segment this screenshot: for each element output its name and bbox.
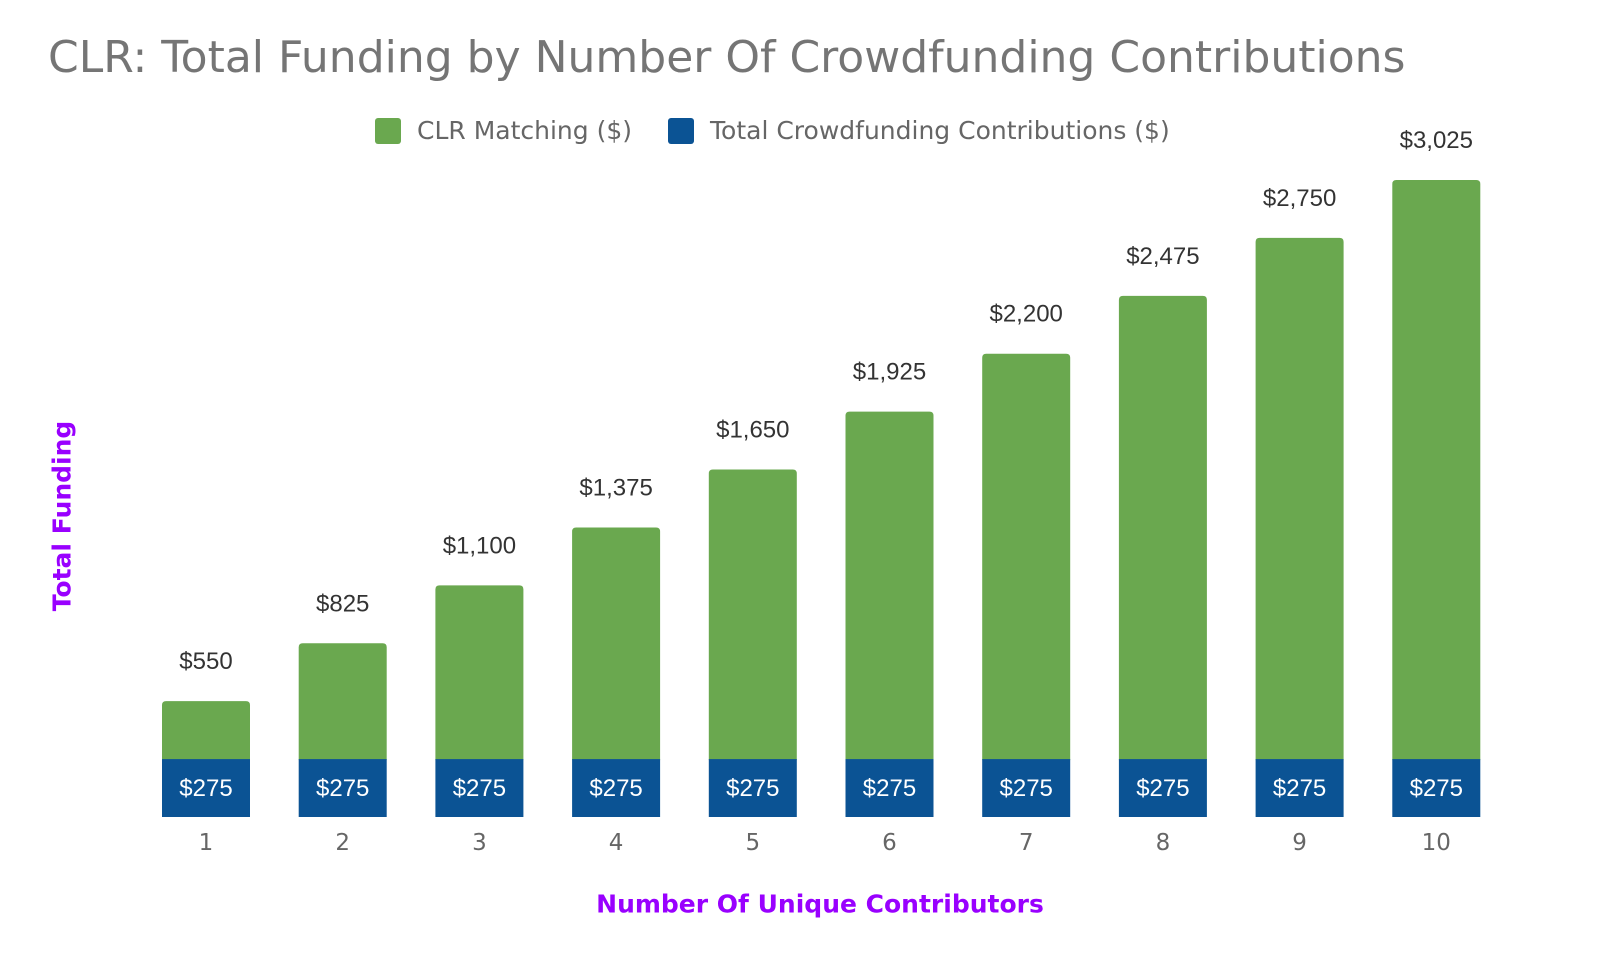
bar-crowdfunding-5 xyxy=(708,759,797,817)
data-label-total-7: $2,200 xyxy=(989,301,1062,328)
data-label-crowdfunding-2: $275 xyxy=(316,775,369,802)
data-label-total-2: $825 xyxy=(316,590,369,617)
bar-crowdfunding-1 xyxy=(162,759,250,817)
legend-label-crowdfunding: Total Crowdfunding Contributions ($) xyxy=(710,116,1170,145)
data-label-total-9: $2,750 xyxy=(1263,185,1336,212)
bar-clr-matching-9 xyxy=(1255,237,1344,761)
legend-swatch-clr-matching xyxy=(375,117,401,144)
data-label-crowdfunding-5: $275 xyxy=(726,775,779,802)
bar-clr-matching-4 xyxy=(572,527,661,761)
x-tick-label-10: 10 xyxy=(1422,830,1451,856)
data-label-crowdfunding-7: $275 xyxy=(1000,775,1053,802)
data-label-total-6: $1,925 xyxy=(853,359,926,386)
bar-crowdfunding-8 xyxy=(1118,759,1207,817)
data-label-crowdfunding-8: $275 xyxy=(1136,775,1189,802)
data-label-total-3: $1,100 xyxy=(443,532,516,559)
data-label-crowdfunding-3: $275 xyxy=(453,775,506,802)
bar-crowdfunding-2 xyxy=(298,759,387,817)
data-label-total-4: $1,375 xyxy=(579,474,652,501)
x-axis-label: Number Of Unique Contributors xyxy=(596,889,1044,919)
bar-crowdfunding-10 xyxy=(1392,759,1481,817)
bar-clr-matching-1 xyxy=(162,701,250,761)
x-tick-label-3: 3 xyxy=(472,830,487,856)
x-tick-label-5: 5 xyxy=(745,830,760,856)
data-label-total-5: $1,650 xyxy=(716,417,789,444)
data-label-total-10: $3,025 xyxy=(1400,127,1473,154)
chart-title: CLR: Total Funding by Number Of Crowdfun… xyxy=(48,32,1406,83)
data-label-crowdfunding-4: $275 xyxy=(589,775,642,802)
data-label-crowdfunding-10: $275 xyxy=(1410,775,1463,802)
bar-clr-matching-7 xyxy=(982,353,1071,761)
data-label-total-8: $2,475 xyxy=(1126,243,1199,270)
legend-item-clr-matching: CLR Matching ($) xyxy=(375,116,632,145)
bar-clr-matching-6 xyxy=(845,411,934,761)
bar-crowdfunding-7 xyxy=(982,759,1071,817)
y-axis-label: Total Funding xyxy=(47,420,77,612)
legend: CLR Matching ($) Total Crowdfunding Cont… xyxy=(375,116,1206,145)
bar-crowdfunding-6 xyxy=(845,759,934,817)
data-label-crowdfunding-6: $275 xyxy=(863,775,916,802)
bar-clr-matching-2 xyxy=(298,643,387,761)
x-tick-label-1: 1 xyxy=(199,830,214,856)
x-tick-label-4: 4 xyxy=(609,830,624,856)
x-tick-label-8: 8 xyxy=(1156,830,1171,856)
bar-clr-matching-5 xyxy=(708,469,797,761)
legend-item-crowdfunding: Total Crowdfunding Contributions ($) xyxy=(668,116,1170,145)
bar-crowdfunding-3 xyxy=(435,759,524,817)
bar-crowdfunding-4 xyxy=(572,759,661,817)
legend-swatch-crowdfunding xyxy=(668,117,695,144)
bar-clr-matching-8 xyxy=(1118,295,1207,761)
bar-clr-matching-10 xyxy=(1392,180,1481,761)
bar-clr-matching-3 xyxy=(435,585,524,761)
data-label-total-1: $550 xyxy=(179,648,232,675)
data-label-crowdfunding-1: $275 xyxy=(179,775,232,802)
x-tick-label-2: 2 xyxy=(335,830,350,856)
legend-label-clr-matching: CLR Matching ($) xyxy=(417,116,633,145)
bar-crowdfunding-9 xyxy=(1255,759,1344,817)
data-label-crowdfunding-9: $275 xyxy=(1273,775,1326,802)
x-tick-label-9: 9 xyxy=(1292,830,1307,856)
x-tick-label-7: 7 xyxy=(1019,830,1034,856)
x-tick-label-6: 6 xyxy=(882,830,897,856)
